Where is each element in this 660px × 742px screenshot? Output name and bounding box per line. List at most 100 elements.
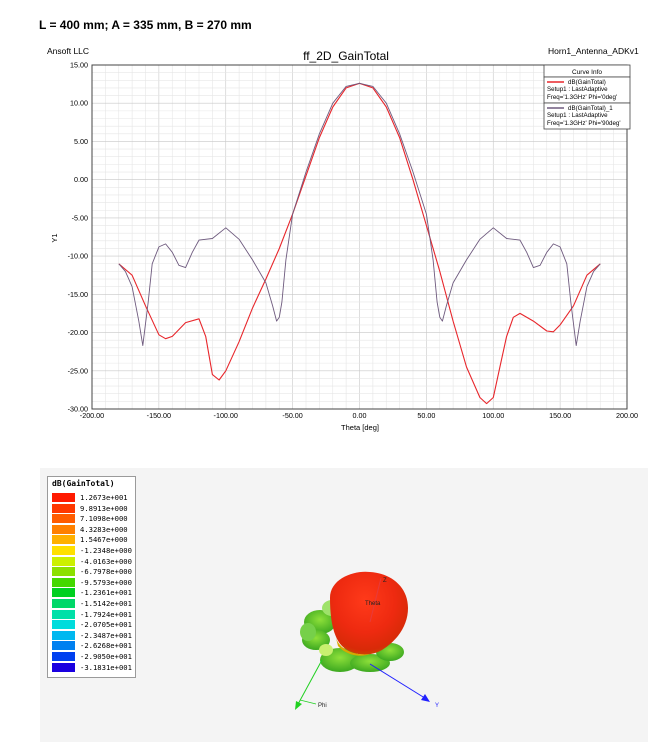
color-scale-value: 1.2673e+001 <box>80 493 128 502</box>
color-scale-swatch <box>52 641 75 651</box>
color-scale-swatch <box>52 503 75 513</box>
series-lines <box>118 82 601 405</box>
color-scale-swatch <box>52 567 75 577</box>
color-scale-row: 1.2673e+001 <box>52 493 132 502</box>
color-scale-value: 4.3283e+000 <box>80 524 128 534</box>
z-axis-label: Z <box>383 578 387 584</box>
color-scale-value: -2.3487e+001 <box>80 630 132 640</box>
side-lobes <box>300 600 404 672</box>
main-lobe <box>330 571 408 656</box>
x-tick-label: -200.00 <box>80 411 104 420</box>
x-tick-label: -100.00 <box>214 411 238 420</box>
color-scale-swatch <box>52 588 75 598</box>
color-scale-value: -4.0163e+000 <box>80 556 132 566</box>
legend-series-phi90-setup: Setup1 : LastAdaptive <box>547 112 608 119</box>
series-line-phi90 <box>118 82 601 347</box>
x-tick-label: 100.00 <box>482 411 504 420</box>
plot-frame <box>91 64 628 410</box>
color-scale-row: -1.5142e+001 <box>52 599 132 608</box>
color-scale-row: -6.7978e+000 <box>52 567 132 577</box>
theta-label: Theta <box>365 601 381 607</box>
color-scale-row: -4.0163e+000 <box>52 556 132 566</box>
color-scale-row: -2.3487e+001 <box>52 630 132 640</box>
color-scale-row: -2.6268e+001 <box>52 641 132 651</box>
chart-title: ff_2D_GainTotal <box>303 49 389 63</box>
x-axis-line <box>296 659 323 707</box>
y-tick-label: -15.00 <box>68 290 88 299</box>
color-scale-row: 9.8913e+000 <box>52 503 132 513</box>
color-scale-swatch <box>52 599 75 608</box>
x-tick-label: -150.00 <box>147 411 171 420</box>
color-scale-row: -1.7924e+001 <box>52 609 132 619</box>
color-scale-row: -1.2348e+000 <box>52 546 132 555</box>
figure-heading: L = 400 mm; A = 335 mm, B = 270 mm <box>39 18 252 32</box>
color-scale-row: -3.1831e+001 <box>52 662 132 672</box>
y-tick-label: -5.00 <box>72 213 88 222</box>
color-scale-value: -2.6268e+001 <box>80 641 132 651</box>
gain-chart: -200.00 -150.00 -100.00 -50.00 0.00 50.00 100.… <box>47 46 639 432</box>
color-scale-swatch <box>52 493 75 502</box>
corner-right-label: Horn1_Antenna_ADKv1 <box>548 46 639 56</box>
color-scale-swatch <box>52 514 75 524</box>
color-scale-value: 9.8913e+000 <box>80 503 128 513</box>
color-scale-swatch <box>52 556 75 566</box>
x-tick-label: -50.00 <box>282 411 302 420</box>
y-axis-line <box>369 663 429 701</box>
color-scale-value: -1.2361e+001 <box>80 588 132 598</box>
color-scale-row: 7.1098e+000 <box>52 514 132 524</box>
legend-series-phi0-name: dB(GainTotal) <box>568 79 606 86</box>
x-tick-label: 150.00 <box>549 411 571 420</box>
color-scale-value: -2.9050e+001 <box>80 652 132 661</box>
y-axis-3d-label: Y <box>435 703 439 709</box>
color-scale-value: -1.2348e+000 <box>80 546 132 555</box>
color-scale-value: -3.1831e+001 <box>80 662 132 672</box>
color-scale-value: -1.5142e+001 <box>80 599 132 608</box>
series-line-phi0 <box>118 82 601 405</box>
color-scale-value: 1.5467e+000 <box>80 535 128 545</box>
curve-info-legend: Curve Info dB(GainTotal) Setup1 : LastAd… <box>543 64 631 130</box>
color-scale-swatch <box>52 630 75 640</box>
color-scale-swatch <box>52 577 75 587</box>
y-tick-label: -10.00 <box>68 252 88 261</box>
y-axis-label: Y1 <box>50 233 59 242</box>
phi-label: Phi <box>318 703 327 709</box>
corner-left-label: Ansoft LLC <box>47 46 89 56</box>
color-scale-swatch <box>52 609 75 619</box>
color-scale-swatch <box>52 662 75 672</box>
y-tick-label: 15.00 <box>70 61 88 70</box>
color-scale-row: -9.5793e+000 <box>52 577 132 587</box>
y-tick-label: 10.00 <box>70 99 88 108</box>
color-scale-row: 4.3283e+000 <box>52 524 132 534</box>
legend-series-phi0-setup: Setup1 : LastAdaptive <box>547 86 608 93</box>
color-scale-swatch <box>52 546 75 555</box>
legend-series-phi90-name: dB(GainTotal)_1 <box>568 105 613 112</box>
color-scale-swatch <box>52 652 75 661</box>
color-scale-value: 7.1098e+000 <box>80 514 128 524</box>
y-tick-label: -25.00 <box>68 366 88 375</box>
legend-title: Curve Info <box>572 69 602 76</box>
x-axis-label: Theta [deg] <box>341 423 379 432</box>
color-scale-value: -9.5793e+000 <box>80 577 132 587</box>
color-scale-value: -2.0705e+001 <box>80 620 132 630</box>
x-tick-label: 50.00 <box>417 411 435 420</box>
color-scale-value: -6.7978e+000 <box>80 567 132 577</box>
color-legend-title: dB(GainTotal) <box>52 479 115 488</box>
radiation-pattern-3d: Z Theta Y Phi <box>295 571 439 710</box>
color-scale-row: 1.5467e+000 <box>52 535 132 545</box>
grid <box>91 64 628 410</box>
color-scale-value: -1.7924e+001 <box>80 609 132 619</box>
color-scale-swatch <box>52 620 75 630</box>
legend-series-phi0-freq: Freq='1.3GHz' Phi='0deg' <box>547 94 617 101</box>
x-tick-label: 0.00 <box>353 411 367 420</box>
y-axis-arrow <box>421 694 430 702</box>
x-tick-label: 200.00 <box>616 411 638 420</box>
gain-color-legend: dB(GainTotal) 1.2673e+001 9.8913e+000 7.10… <box>47 476 136 678</box>
color-scale-row: -2.0705e+001 <box>52 620 132 630</box>
color-scale-swatch <box>52 524 75 534</box>
legend-series-phi90-freq: Freq='1.3GHz' Phi='90deg' <box>547 120 621 127</box>
phi-marker <box>299 699 317 705</box>
y-tick-label: 5.00 <box>74 137 88 146</box>
y-tick-label: -20.00 <box>68 328 88 337</box>
color-scale-row: -1.2361e+001 <box>52 588 132 598</box>
color-scale-row: -2.9050e+001 <box>52 652 132 661</box>
